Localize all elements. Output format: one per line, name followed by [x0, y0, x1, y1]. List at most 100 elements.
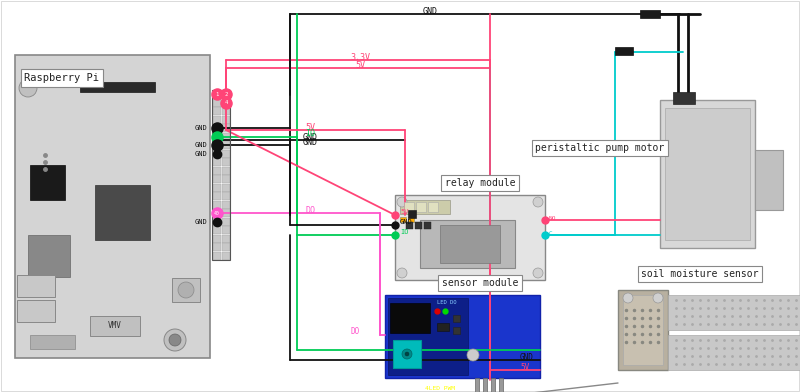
Bar: [213, 252, 221, 260]
Bar: [213, 218, 221, 225]
Bar: [213, 158, 221, 166]
Bar: [390, 303, 430, 333]
Bar: [15, 55, 210, 358]
Bar: [95, 185, 150, 240]
Circle shape: [533, 197, 543, 207]
Bar: [222, 252, 230, 260]
Circle shape: [178, 282, 194, 298]
Bar: [420, 220, 515, 268]
Bar: [499, 378, 503, 392]
Bar: [222, 192, 230, 200]
Bar: [660, 100, 755, 248]
Bar: [491, 378, 495, 392]
Bar: [222, 243, 230, 251]
Bar: [213, 209, 221, 217]
Text: VMV: VMV: [108, 321, 122, 330]
Text: 5V: 5V: [400, 209, 409, 215]
Bar: [213, 226, 221, 234]
Text: C: C: [549, 230, 553, 236]
Bar: [28, 235, 70, 277]
Bar: [222, 167, 230, 174]
Bar: [618, 290, 668, 370]
Text: Raspberry Pi: Raspberry Pi: [25, 73, 99, 83]
Circle shape: [402, 349, 412, 359]
Bar: [408, 210, 416, 218]
Bar: [80, 82, 155, 92]
Bar: [222, 116, 230, 123]
Text: 40: 40: [214, 211, 220, 216]
Text: IO: IO: [400, 229, 409, 235]
Text: LED DO: LED DO: [437, 301, 457, 305]
Bar: [453, 315, 460, 322]
Text: 4LED PWM: 4LED PWM: [425, 385, 455, 390]
Bar: [90, 316, 140, 336]
Bar: [222, 124, 230, 132]
Bar: [222, 218, 230, 225]
Bar: [30, 335, 75, 349]
Text: 5V: 5V: [305, 123, 315, 131]
Text: soil moisture sensor: soil moisture sensor: [642, 269, 758, 279]
Bar: [222, 98, 230, 107]
Bar: [623, 295, 663, 365]
Bar: [222, 200, 230, 209]
Bar: [213, 124, 221, 132]
Bar: [395, 195, 545, 280]
Bar: [404, 202, 414, 212]
Bar: [453, 327, 460, 334]
Text: 4: 4: [224, 100, 228, 105]
Text: 5V: 5V: [520, 363, 530, 372]
Bar: [213, 175, 221, 183]
Text: 3.3V: 3.3V: [350, 53, 370, 62]
Bar: [222, 234, 230, 243]
Bar: [424, 222, 431, 229]
Bar: [213, 132, 221, 140]
Bar: [408, 217, 414, 222]
Bar: [222, 107, 230, 115]
Text: GND: GND: [400, 219, 413, 225]
Text: relay module: relay module: [445, 178, 515, 188]
Bar: [222, 175, 230, 183]
Bar: [212, 89, 230, 260]
Bar: [483, 378, 487, 392]
Bar: [428, 202, 438, 212]
Bar: [222, 209, 230, 217]
Circle shape: [169, 334, 181, 346]
Bar: [213, 116, 221, 123]
Text: GND: GND: [302, 138, 318, 147]
Text: 2: 2: [224, 91, 228, 96]
Circle shape: [397, 268, 407, 278]
Circle shape: [19, 79, 37, 97]
Bar: [415, 222, 422, 229]
Bar: [388, 298, 468, 375]
Bar: [213, 192, 221, 200]
Text: NO: NO: [549, 216, 557, 221]
Bar: [437, 323, 449, 331]
Bar: [213, 141, 221, 149]
Text: IO: IO: [305, 129, 315, 138]
Text: peristaltic pump motor: peristaltic pump motor: [535, 143, 665, 153]
Circle shape: [467, 349, 479, 361]
Text: GND: GND: [302, 132, 318, 142]
Bar: [416, 202, 426, 212]
Bar: [213, 90, 221, 98]
Text: sensor module: sensor module: [442, 278, 518, 288]
Bar: [475, 378, 479, 392]
Text: 1: 1: [215, 91, 218, 96]
Text: GND: GND: [422, 7, 438, 16]
Text: 5V: 5V: [355, 60, 365, 69]
Bar: [213, 234, 221, 243]
Text: DO: DO: [350, 327, 360, 336]
Bar: [222, 132, 230, 140]
Bar: [213, 98, 221, 107]
Bar: [640, 10, 660, 18]
Bar: [668, 335, 800, 370]
Bar: [213, 243, 221, 251]
Text: GND: GND: [520, 352, 534, 361]
Bar: [665, 108, 750, 240]
Bar: [615, 47, 633, 55]
Bar: [172, 278, 200, 302]
Bar: [222, 183, 230, 192]
Bar: [222, 149, 230, 158]
Text: GND: GND: [194, 125, 207, 131]
Circle shape: [623, 293, 633, 303]
